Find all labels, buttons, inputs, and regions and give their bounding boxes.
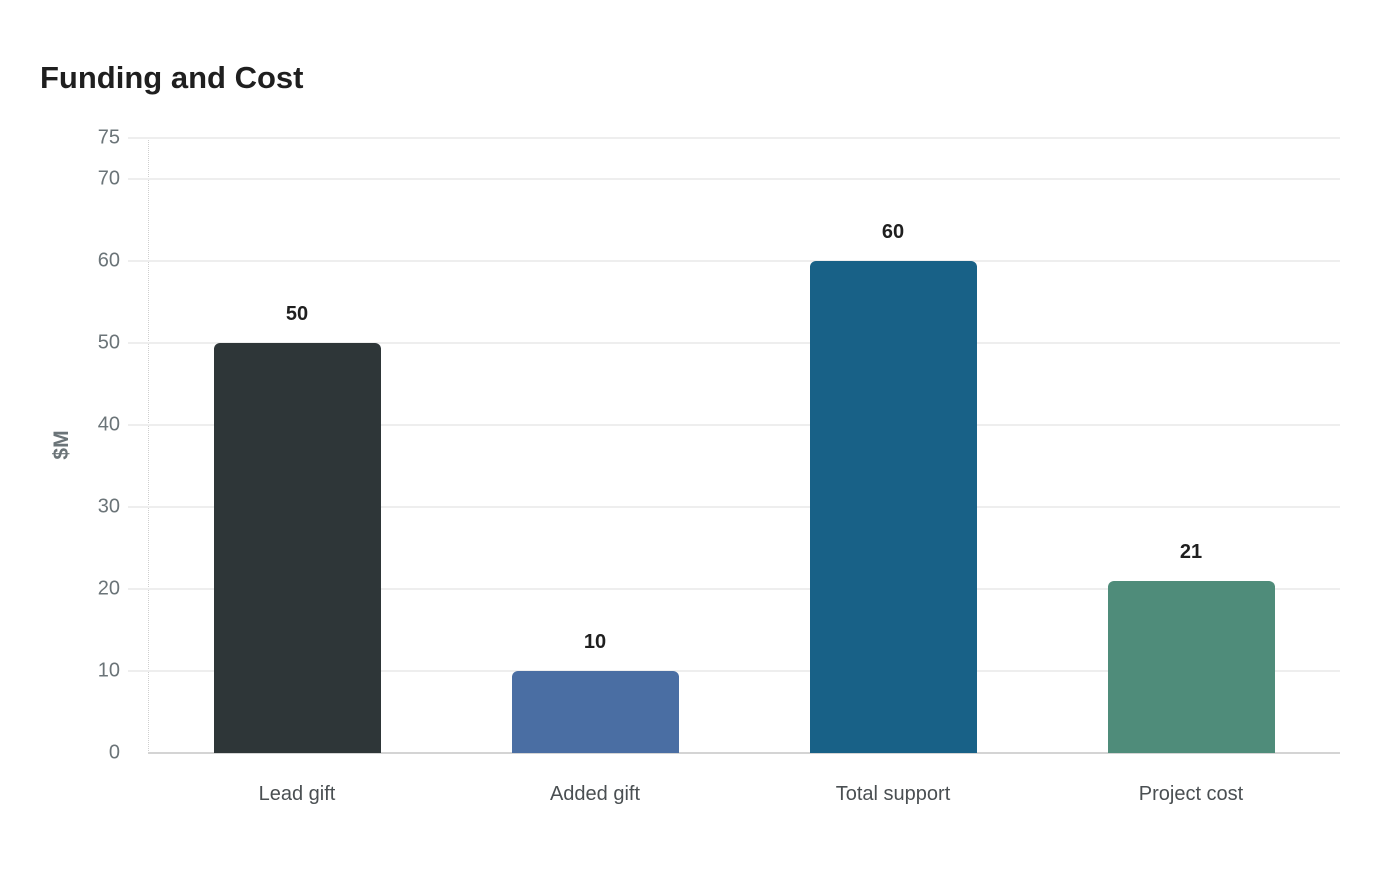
y-axis-line [148, 138, 149, 753]
y-tick-label: 60 [97, 249, 120, 272]
y-tick-label: 75 [97, 126, 120, 149]
gridline [128, 342, 1340, 344]
gridline [128, 506, 1340, 508]
plot-area: 0 10 20 30 40 50 60 70 75 50 Lead gift 10 Added gift… [98, 127, 1340, 805]
y-tick-label: 70 [97, 167, 120, 190]
y-tick-label: 10 [97, 659, 120, 682]
y-tick-label: 30 [97, 495, 120, 518]
data-label: 10 [583, 631, 607, 653]
bar-added-gift[interactable] [511, 671, 679, 753]
gridline [128, 588, 1340, 590]
gridline [128, 178, 1340, 180]
bar-lead-gift[interactable] [213, 343, 381, 753]
x-tick-label: Total support [835, 783, 951, 805]
gridline [128, 137, 1340, 139]
gridline [128, 260, 1340, 262]
x-tick-label: Project cost [1138, 783, 1244, 805]
y-tick-label: 50 [97, 331, 120, 354]
data-label: 60 [881, 221, 905, 243]
y-tick-label: 20 [97, 577, 120, 600]
gridline [128, 424, 1340, 426]
y-tick-label: 0 [108, 741, 120, 764]
x-axis-line [148, 752, 1340, 754]
data-label: 50 [285, 303, 309, 325]
bar-total-support[interactable] [809, 261, 977, 753]
x-tick-label: Added gift [549, 783, 641, 805]
bar-project-cost[interactable] [1107, 580, 1275, 753]
chart-title: Funding and Cost [40, 60, 304, 95]
data-label: 21 [1179, 540, 1203, 563]
x-tick-label: Lead gift [258, 783, 336, 805]
gridline [128, 670, 1340, 672]
y-tick-label: 40 [97, 413, 120, 436]
